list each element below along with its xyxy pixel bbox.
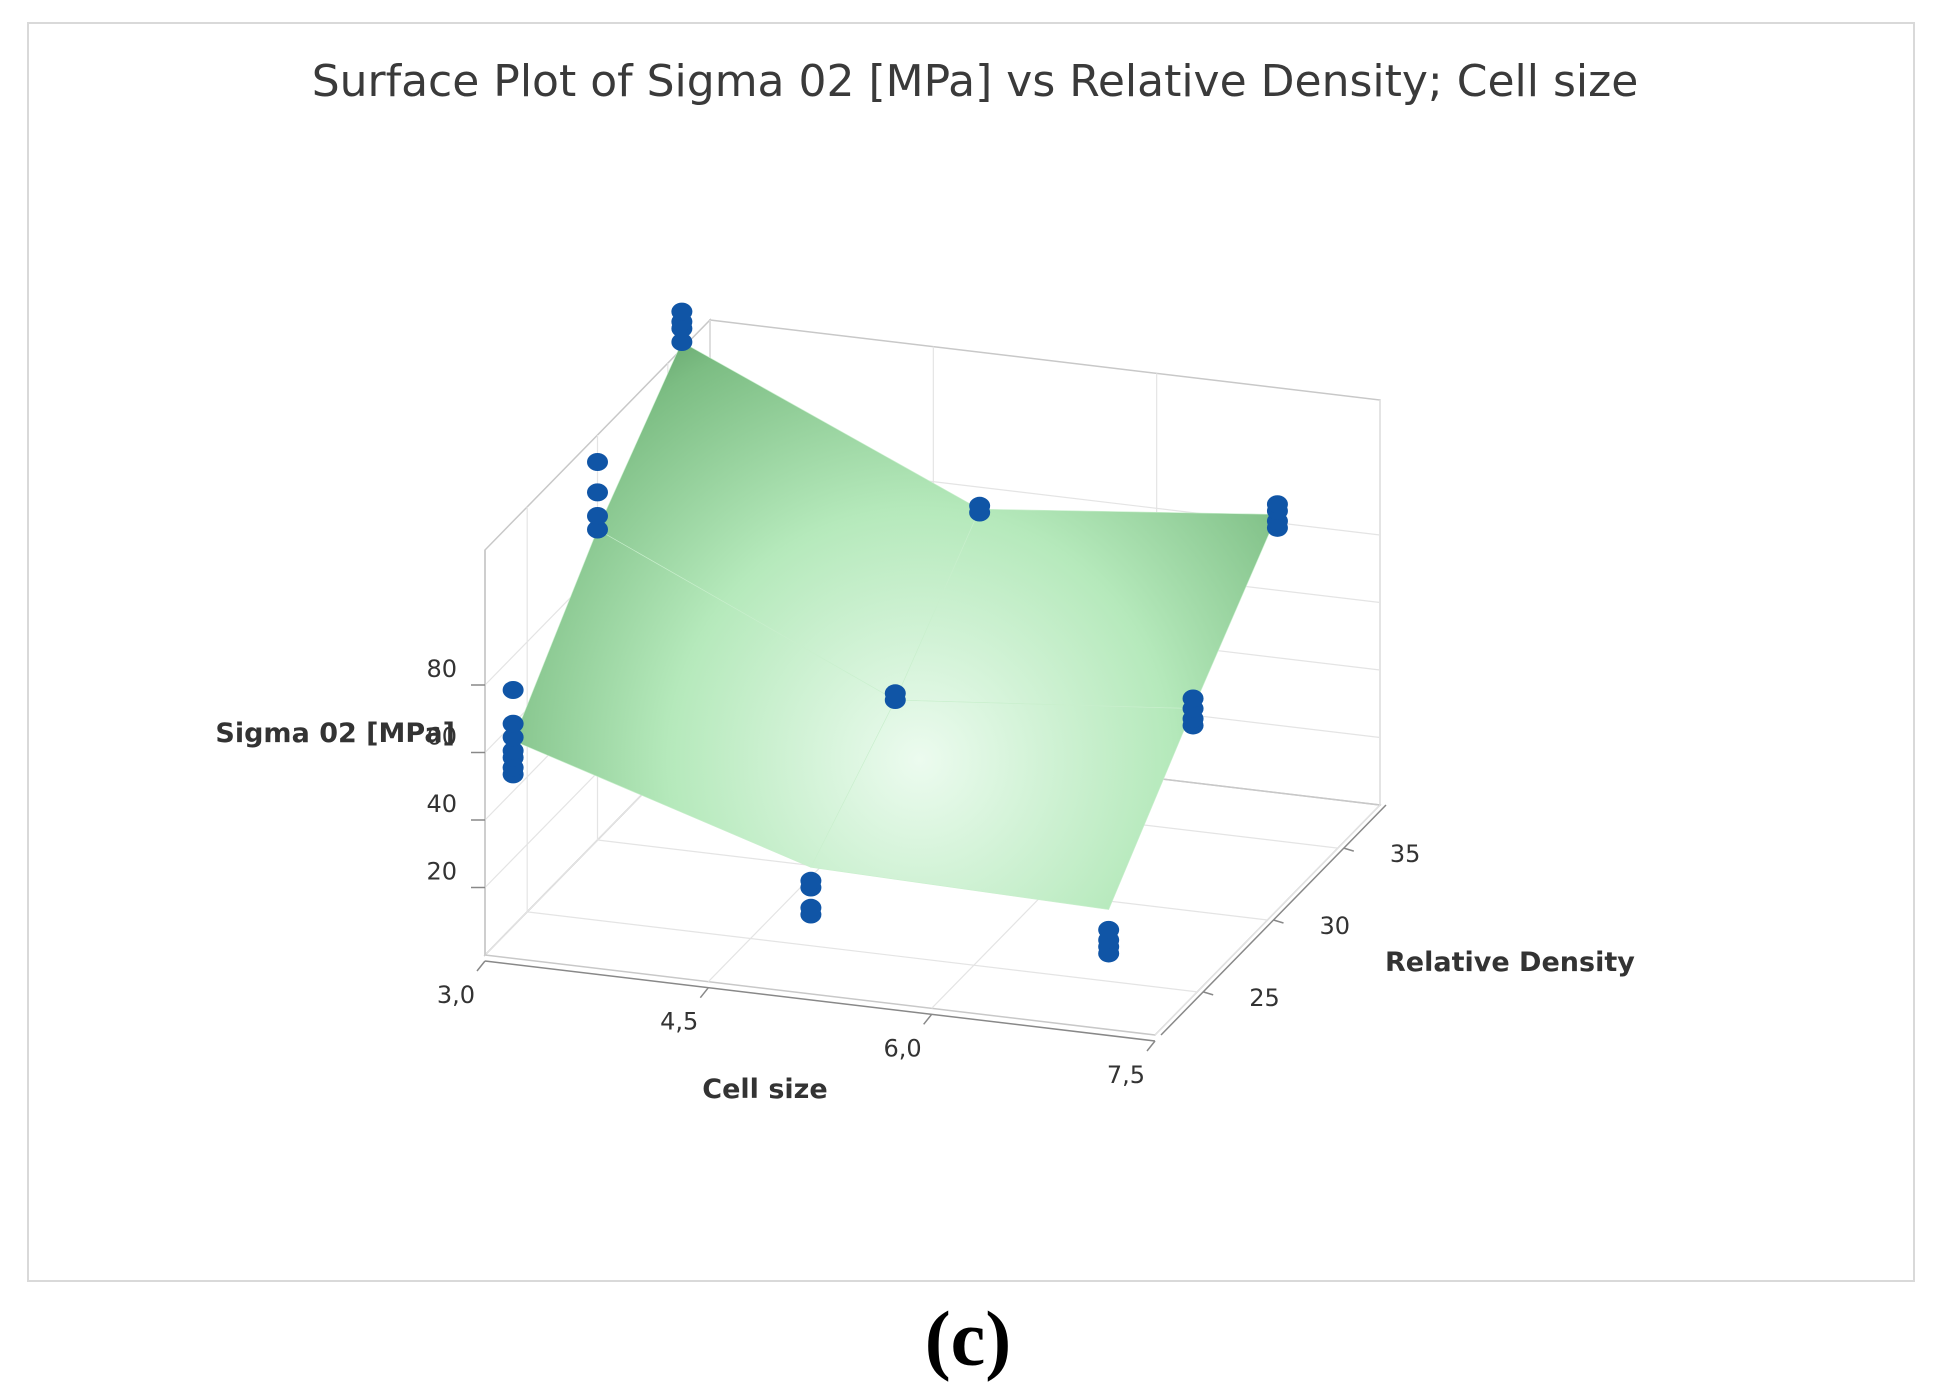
x-tick-label: 3,0 xyxy=(437,981,475,1009)
data-point xyxy=(1266,495,1288,514)
data-point xyxy=(587,520,608,539)
data-point xyxy=(587,453,608,471)
data-point xyxy=(502,741,524,760)
z-tick-label: 80 xyxy=(426,655,457,683)
y-tick-label: 30 xyxy=(1320,912,1351,940)
x-tick xyxy=(923,1013,933,1025)
axes: 20 40 60 80 3,0 4,5 6,0 7,5 25 30 35 xyxy=(426,655,1420,1089)
data-point xyxy=(969,496,991,515)
response-surface xyxy=(512,341,1278,910)
z-tick-label: 40 xyxy=(426,790,457,818)
data-point xyxy=(671,333,693,351)
data-point xyxy=(884,684,906,703)
data-point xyxy=(502,681,524,699)
x-tick xyxy=(699,987,709,999)
x-axis-line xyxy=(484,960,1156,1042)
z-axis-label: Sigma 02 [MPa] xyxy=(215,718,455,749)
z-tick-label: 20 xyxy=(426,858,457,886)
y-tick xyxy=(1202,991,1214,996)
panel-label: (c) xyxy=(924,1295,1012,1382)
data-point xyxy=(800,898,822,917)
data-point xyxy=(671,302,693,321)
x-tick xyxy=(1146,1040,1156,1052)
y-axis-label: Relative Density xyxy=(1385,947,1635,978)
y-tick xyxy=(1343,847,1355,852)
z-tick-label: 60 xyxy=(426,723,457,751)
data-point xyxy=(587,507,608,525)
x-tick-label: 6,0 xyxy=(883,1034,921,1062)
data-point xyxy=(800,871,822,890)
data-point xyxy=(502,714,524,733)
x-tick-label: 4,5 xyxy=(660,1008,698,1036)
x-tick-label: 7,5 xyxy=(1107,1061,1145,1089)
data-point xyxy=(1182,689,1204,708)
floor-gridline xyxy=(527,911,1198,993)
y-tick xyxy=(1273,919,1284,924)
data-point xyxy=(1098,920,1120,939)
x-tick xyxy=(476,960,486,972)
y-tick-label: 35 xyxy=(1390,840,1421,868)
chart-title: Surface Plot of Sigma 02 [MPa] vs Relati… xyxy=(312,56,1639,107)
data-point xyxy=(502,728,524,747)
x-axis-label: Cell size xyxy=(702,1074,827,1105)
data-point xyxy=(587,483,608,502)
data-points xyxy=(502,302,1288,963)
y-tick-label: 25 xyxy=(1249,984,1280,1012)
